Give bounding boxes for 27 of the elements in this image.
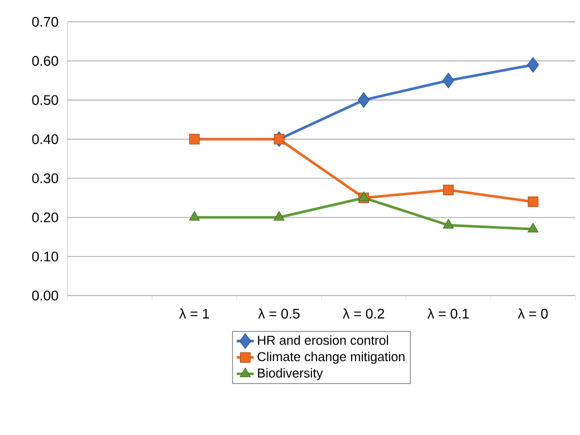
y-tick-label: 0.60 (32, 56, 58, 66)
y-tick-label: 0.70 (32, 16, 58, 27)
y-tick-label: 0.20 (32, 212, 58, 222)
x-tick-label: λ = 1 (179, 308, 210, 318)
legend-label: Biodiversity (258, 368, 323, 380)
point (527, 56, 539, 72)
legend-label: Climate change mitigation (258, 352, 404, 364)
point (189, 134, 200, 144)
point (443, 184, 454, 196)
y-tick-label: 0.30 (32, 173, 58, 183)
point (528, 196, 538, 207)
x-tick-label: λ = 0.5 (258, 308, 300, 318)
x-tick-label: λ = 0.1 (427, 308, 469, 318)
y-tick-label: 0.50 (32, 94, 58, 105)
x-tick-label: λ = 0.2 (342, 308, 384, 318)
point (442, 72, 454, 88)
point (358, 92, 370, 108)
legend-label: HR and erosion control (258, 335, 388, 345)
point (274, 210, 285, 220)
y-tick-label: 0.00 (32, 290, 58, 300)
point (274, 134, 284, 144)
point (442, 218, 454, 228)
point (188, 210, 200, 220)
point (528, 222, 538, 232)
y-tick-label: 0.10 (32, 251, 58, 262)
y-tick-label: 0.40 (32, 134, 58, 144)
x-tick-label: λ = 0 (518, 308, 548, 318)
